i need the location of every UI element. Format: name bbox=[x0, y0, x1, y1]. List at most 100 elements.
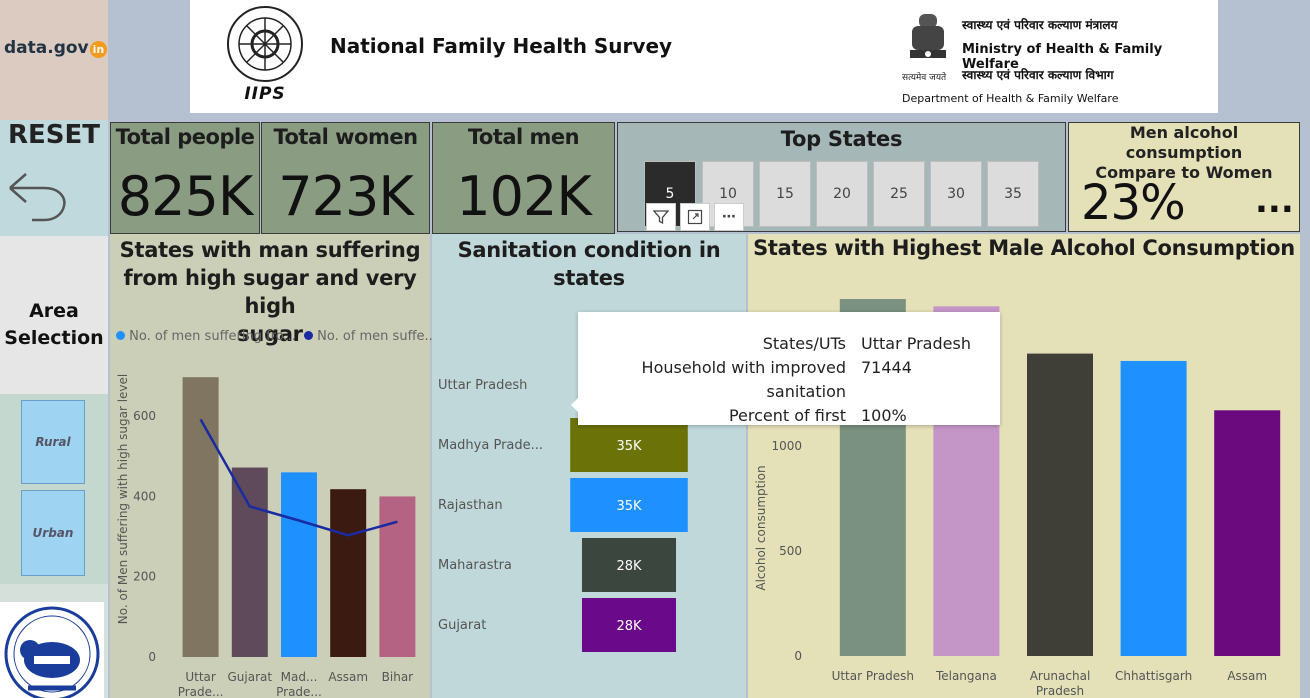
area-title-line1: Area bbox=[29, 300, 79, 322]
alcohol-bar bbox=[1120, 360, 1187, 656]
focus-mode-icon[interactable] bbox=[680, 203, 710, 231]
top-states-option-20-label: 20 bbox=[833, 186, 851, 202]
kpi-total-men: Total men 102K bbox=[432, 122, 615, 234]
alcohol-kpi-more[interactable]: ... bbox=[1255, 181, 1294, 221]
area-option-rural-label: Rural bbox=[35, 435, 71, 449]
ministry-name: Ministry of Health & Family Welfare bbox=[962, 42, 1163, 72]
sanitation-data-label: 28K bbox=[616, 559, 642, 574]
alcohol-category-label: Chhattisgarh bbox=[1115, 669, 1192, 683]
tooltip-value-state: Uttar Pradesh bbox=[861, 334, 971, 353]
sugar-title-line2: from high sugar and very high bbox=[123, 266, 417, 318]
tooltip-row-sanitation: Household with improved sanitation 71444 bbox=[578, 356, 1000, 404]
iips-label: IIPS bbox=[244, 84, 286, 104]
alcohol-ytick: 1000 bbox=[771, 439, 802, 453]
alcohol-bar bbox=[1214, 410, 1281, 656]
tooltip-key-state: States/UTs bbox=[762, 334, 846, 353]
sugar-ylabel: No. of Men suffering with high sugar lev… bbox=[116, 374, 130, 624]
legend-dot-line-icon bbox=[304, 331, 313, 340]
emblem-caption: सत्यमेव जयते bbox=[902, 73, 947, 83]
visual-header-toolbar: ⋯ bbox=[646, 203, 746, 231]
legend-item-line[interactable]: No. of men suffe... bbox=[317, 329, 437, 344]
department-hindi: स्वास्थ्य एवं परिवार कल्याण विभाग bbox=[962, 68, 1114, 82]
alcohol-kpi-title: Men alcohol consumption Compare to Women bbox=[1069, 123, 1299, 183]
alcohol-category-label: Pradesh bbox=[1036, 684, 1084, 698]
ministry-hindi: स्वास्थ्य एवं परिवार कल्याण मंत्रालय bbox=[962, 18, 1118, 32]
sanitation-category-label: Madhya Prade... bbox=[438, 438, 543, 453]
kpi-total-people-label: Total people bbox=[115, 125, 255, 149]
sugar-category-label: Prade... bbox=[276, 685, 322, 698]
alcohol-kpi-value: 23% bbox=[1081, 175, 1186, 231]
area-option-rural[interactable]: Rural bbox=[21, 400, 85, 484]
datagov-logo[interactable]: data.gov in bbox=[4, 38, 108, 58]
tooltip-pointer bbox=[571, 398, 578, 412]
undo-arrow-icon bbox=[9, 173, 66, 222]
sugar-line-series bbox=[199, 418, 398, 537]
top-states-option-10-label: 10 bbox=[719, 186, 737, 202]
top-states-option-35[interactable]: 35 bbox=[987, 161, 1039, 227]
iips-seal-icon bbox=[227, 6, 303, 82]
tooltip-value-percent: 100% bbox=[861, 406, 907, 425]
sanitation-category-label: Rajasthan bbox=[438, 498, 503, 513]
alcohol-ytick: 0 bbox=[794, 649, 802, 663]
sugar-bar bbox=[182, 377, 219, 657]
alcohol-category-label: Uttar Pradesh bbox=[832, 669, 914, 683]
top-states-option-30[interactable]: 30 bbox=[930, 161, 982, 227]
kpi-total-men-value: 102K bbox=[456, 165, 591, 228]
sugar-chart-svg: No. of Men suffering with high sugar lev… bbox=[116, 374, 416, 698]
sanitation-bar bbox=[570, 478, 688, 532]
area-option-urban-label: Urban bbox=[32, 526, 74, 540]
make-in-india-logo-panel bbox=[0, 584, 108, 698]
sugar-category-label: Uttar bbox=[185, 670, 216, 684]
top-states-option-5-label: 5 bbox=[665, 186, 675, 202]
top-states-option-10[interactable]: 10 bbox=[702, 161, 754, 227]
tooltip-key-sanitation: Household with improved sanitation bbox=[641, 358, 846, 401]
alcohol-category-label: Arunachal bbox=[1030, 669, 1091, 683]
top-states-option-30-label: 30 bbox=[947, 186, 965, 202]
sugar-category-label: Assam bbox=[328, 670, 368, 684]
sugar-category-label: Bihar bbox=[382, 670, 414, 684]
alcohol-ytick: 500 bbox=[779, 544, 802, 558]
area-options-panel: Rural Urban bbox=[0, 394, 108, 584]
kpi-total-women: Total women 723K bbox=[261, 122, 430, 234]
datagov-logo-panel: data.gov in bbox=[0, 0, 108, 120]
alcohol-category-label: Assam bbox=[1227, 669, 1267, 683]
top-states-option-15-label: 15 bbox=[776, 186, 794, 202]
sugar-title-line3: sugar bbox=[237, 322, 303, 346]
sugar-ytick: 200 bbox=[133, 570, 156, 584]
top-states-title: Top States bbox=[780, 127, 903, 151]
sugar-category-label: Prade... bbox=[178, 685, 224, 698]
legend-item-bar[interactable]: No. of men suffering fro... bbox=[129, 329, 296, 344]
filter-icon[interactable] bbox=[646, 203, 676, 231]
alcohol-kpi-card: Men alcohol consumption Compare to Women… bbox=[1068, 122, 1300, 232]
sugar-bar bbox=[330, 489, 367, 657]
tooltip-row-state: States/UTs Uttar Pradesh bbox=[578, 332, 1000, 356]
sanitation-tooltip: States/UTs Uttar Pradesh Household with … bbox=[571, 312, 1000, 428]
tooltip-key-percent: Percent of first bbox=[728, 406, 846, 425]
datagov-logo-text: data.gov bbox=[4, 38, 89, 58]
sugar-category-label: Mad... bbox=[281, 670, 318, 684]
sanitation-category-label: Maharastra bbox=[438, 558, 512, 573]
tooltip-row-percent: Percent of first 100% bbox=[578, 404, 1000, 428]
sugar-ytick: 0 bbox=[148, 650, 156, 664]
reset-label: RESET bbox=[7, 120, 100, 150]
sanitation-chart-title: Sanitation condition in states bbox=[432, 236, 746, 292]
top-states-option-15[interactable]: 15 bbox=[759, 161, 811, 227]
top-states-option-25[interactable]: 25 bbox=[873, 161, 925, 227]
alcohol-chart-title: States with Highest Male Alcohol Consump… bbox=[753, 236, 1295, 260]
legend-dot-bar-icon bbox=[116, 331, 125, 340]
top-states-option-20[interactable]: 20 bbox=[816, 161, 868, 227]
sugar-bar bbox=[231, 467, 268, 657]
sanitation-title-line2: states bbox=[553, 266, 625, 290]
sanitation-data-label: 35K bbox=[616, 439, 642, 454]
sugar-chart-panel: States with man suffering from high suga… bbox=[110, 234, 437, 698]
alcohol-category-label: Telangana bbox=[935, 669, 997, 683]
reset-button[interactable]: RESET bbox=[0, 120, 108, 236]
kpi-total-women-value: 723K bbox=[278, 165, 413, 228]
sanitation-bar bbox=[581, 598, 677, 652]
sugar-chart-title: States with man suffering from high suga… bbox=[110, 236, 430, 348]
area-option-urban[interactable]: Urban bbox=[21, 490, 85, 576]
kpi-total-men-label: Total men bbox=[467, 125, 580, 149]
datagov-logo-suffix: in bbox=[89, 41, 108, 58]
more-options-icon[interactable]: ⋯ bbox=[714, 203, 744, 231]
kpi-total-people: Total people 825K bbox=[110, 122, 260, 234]
